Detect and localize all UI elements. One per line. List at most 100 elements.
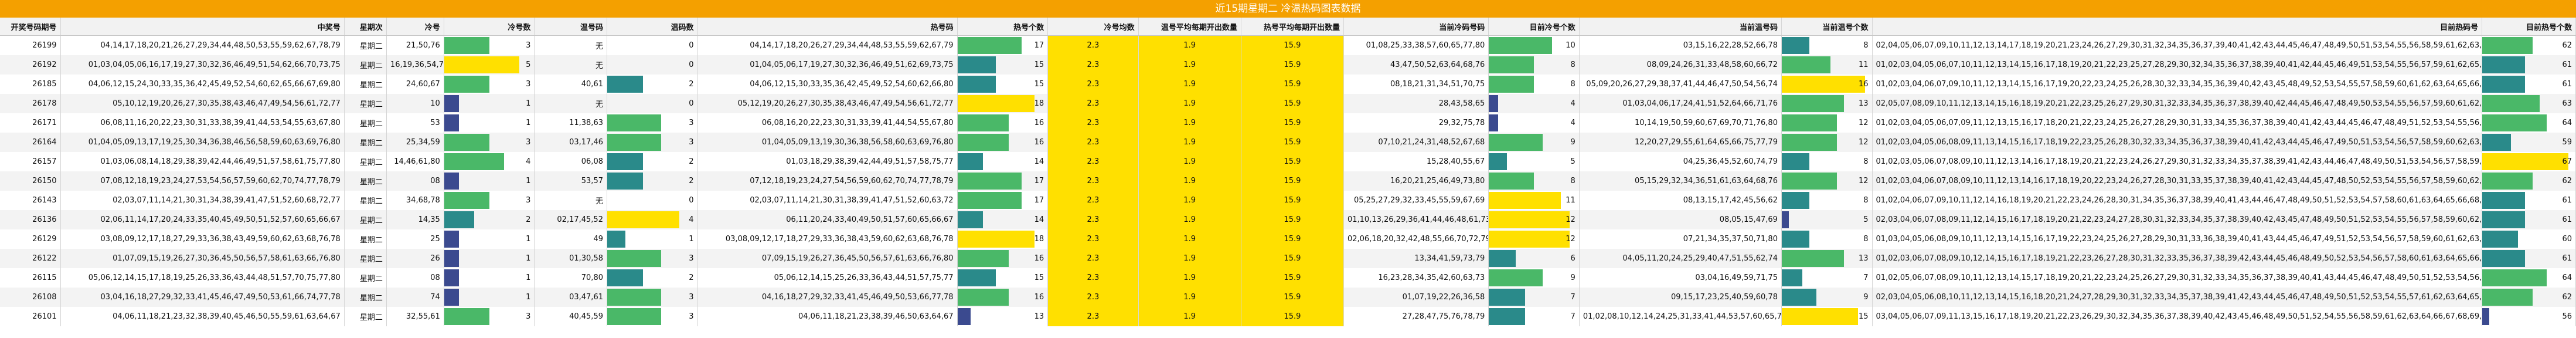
cell-bar-value: 15 bbox=[1034, 60, 1044, 69]
cell-constants-hot-avg: 15.9 bbox=[1241, 171, 1344, 191]
cell-bar-fill bbox=[444, 269, 460, 286]
cell-constants-cold-avg: 2.3 bbox=[1047, 307, 1139, 326]
cell-cur-hot_n: 61 bbox=[2482, 249, 2576, 268]
cell-win: 04,06,11,18,21,23,32,38,39,40,45,46,50,5… bbox=[60, 307, 345, 326]
cell-bar-value: 7 bbox=[1863, 273, 1869, 282]
cell-bar-fill bbox=[1781, 231, 1810, 248]
cell-constants-warm-avg: 1.9 bbox=[1138, 249, 1241, 268]
cell-cur-cold_n: 6 bbox=[1488, 249, 1580, 268]
cell-bar-value: 17 bbox=[1034, 196, 1044, 205]
cell-hot: 07,09,15,19,26,27,36,45,50,56,57,61,63,6… bbox=[697, 249, 958, 268]
cell-bar-value: 0 bbox=[689, 60, 694, 69]
col-header: 温码数 bbox=[607, 18, 698, 36]
cell-week: 星期二 bbox=[344, 152, 387, 171]
cell-cur-cold: 16,20,21,25,46,49,73,80 bbox=[1343, 171, 1489, 191]
cell-cur-warm: 08,13,15,17,42,45,56,62 bbox=[1579, 191, 1782, 210]
cell-warm-n: 1 bbox=[607, 229, 698, 249]
cell-bar-value: 61 bbox=[2562, 80, 2572, 89]
cell-cold-n: 1 bbox=[444, 113, 535, 133]
cell-bar-value: 3 bbox=[689, 293, 694, 302]
cell-constants-cold-avg: 2.3 bbox=[1047, 288, 1139, 307]
cell-bar-value: 14 bbox=[1034, 215, 1044, 224]
cell-cur-warm_n: 12 bbox=[1781, 113, 1873, 133]
cell-bar-fill bbox=[1781, 308, 1858, 325]
cell-win: 05,06,12,14,15,17,18,19,25,26,33,36,43,4… bbox=[60, 268, 345, 288]
cell-cold-n: 3 bbox=[444, 307, 535, 326]
cell-bar-value: 2 bbox=[689, 80, 694, 89]
cell-bar-fill bbox=[1489, 153, 1507, 170]
cell-bar-value: 1 bbox=[526, 177, 531, 185]
col-header: 星期次 bbox=[344, 18, 387, 36]
cell-bar-fill bbox=[1489, 114, 1498, 131]
cell-bar-fill bbox=[2482, 211, 2526, 228]
cell-bar-value: 16 bbox=[1034, 138, 1044, 147]
cell-week: 星期二 bbox=[344, 288, 387, 307]
cell-week: 星期二 bbox=[344, 35, 387, 55]
table-row: 26129 03,08,09,12,17,18,27,29,33,36,38,43… bbox=[0, 229, 2576, 249]
cell-constants-hot-avg: 15.9 bbox=[1241, 191, 1344, 210]
col-header: 冷号数 bbox=[444, 18, 535, 36]
cell-constants-warm-avg: 1.9 bbox=[1138, 268, 1241, 288]
cell-constants-cold-avg: 2.3 bbox=[1047, 94, 1139, 113]
cell-bar-value: 3 bbox=[689, 119, 694, 127]
cell-bar-value: 15 bbox=[1858, 312, 1869, 321]
cell-bar-fill bbox=[1489, 250, 1516, 267]
cell-bar-fill bbox=[444, 56, 519, 73]
cell-hot-n: 15 bbox=[957, 75, 1049, 94]
cell-cur-hot_n: 63 bbox=[2482, 94, 2576, 113]
cell-cur-cold: 29,32,75,78 bbox=[1343, 113, 1489, 133]
cell-cur-warm: 01,02,08,10,12,14,24,25,31,33,41,44,53,5… bbox=[1579, 307, 1782, 326]
cell-issue: 26157 bbox=[0, 152, 61, 171]
cell-bar-fill bbox=[2482, 308, 2490, 325]
data-table: 开奖号码期号 中奖号 星期次 冷号 冷号数 温号码 温码数 热号码 热号个数 冷… bbox=[0, 18, 2576, 326]
cell-cur-hot_n: 61 bbox=[2482, 191, 2576, 210]
cell-constants-cold-avg: 2.3 bbox=[1047, 113, 1139, 133]
cell-hot-n: 16 bbox=[957, 288, 1049, 307]
cell-warm-n: 2 bbox=[607, 152, 698, 171]
table-row: 26136 02,06,11,14,17,20,24,33,35,40,45,49… bbox=[0, 210, 2576, 229]
cell-cur-warm: 01,03,04,06,17,24,41,51,52,64,66,71,76 bbox=[1579, 94, 1782, 113]
cell-issue: 26171 bbox=[0, 113, 61, 133]
cell-bar-fill bbox=[1489, 134, 1543, 151]
cell-warm: 无 bbox=[534, 55, 607, 75]
cell-bar-value: 61 bbox=[2562, 60, 2572, 69]
cell-bar-value: 8 bbox=[1863, 196, 1869, 205]
cell-bar-value: 9 bbox=[1570, 273, 1575, 282]
cell-cur-warm: 08,05,15,47,69 bbox=[1579, 210, 1782, 229]
table-row: 26108 03,04,16,18,27,29,32,33,41,45,46,47… bbox=[0, 288, 2576, 307]
cell-bar-value: 3 bbox=[526, 41, 531, 50]
cell-cur-hot: 01,02,03,04,05,06,08,09,11,13,14,15,16,1… bbox=[1872, 133, 2483, 152]
cell-constants-hot-avg: 15.9 bbox=[1241, 229, 1344, 249]
cell-hot-n: 17 bbox=[957, 191, 1049, 210]
cell-bar-value: 17 bbox=[1034, 41, 1044, 50]
cell-cur-hot_n: 61 bbox=[2482, 75, 2576, 94]
cell-bar-value: 61 bbox=[2562, 215, 2572, 224]
cell-week: 星期二 bbox=[344, 191, 387, 210]
cell-cur-hot_n: 64 bbox=[2482, 268, 2576, 288]
cell-bar-value: 17 bbox=[1034, 177, 1044, 185]
cell-bar-fill bbox=[2482, 153, 2568, 170]
cell-bar-value: 8 bbox=[1863, 235, 1869, 244]
cell-bar-fill bbox=[444, 173, 460, 190]
cell-cold-n: 1 bbox=[444, 229, 535, 249]
cell-cur-warm_n: 5 bbox=[1781, 210, 1873, 229]
cell-bar-fill bbox=[1781, 76, 1865, 93]
cell-issue: 26129 bbox=[0, 229, 61, 249]
cell-cur-cold: 28,43,58,65 bbox=[1343, 94, 1489, 113]
cell-bar-fill bbox=[957, 269, 996, 286]
cell-bar-fill bbox=[1781, 56, 1830, 73]
cell-bar-value: 5 bbox=[526, 60, 531, 69]
cell-bar-value: 11 bbox=[1858, 60, 1869, 69]
cell-constants-hot-avg: 15.9 bbox=[1241, 75, 1344, 94]
cell-hot-n: 18 bbox=[957, 229, 1049, 249]
col-header: 目前热号个数 bbox=[2482, 18, 2576, 36]
cell-bar-value: 1 bbox=[526, 119, 531, 127]
cell-bar-value: 18 bbox=[1034, 99, 1044, 108]
cell-cold-n: 4 bbox=[444, 152, 535, 171]
cell-cur-hot_n: 67 bbox=[2482, 152, 2576, 171]
cell-bar-fill bbox=[1489, 211, 1570, 228]
cell-cur-warm_n: 13 bbox=[1781, 249, 1873, 268]
cell-warm-n: 4 bbox=[607, 210, 698, 229]
cell-bar-value: 16 bbox=[1858, 80, 1869, 89]
cell-constants-hot-avg: 15.9 bbox=[1241, 307, 1344, 326]
